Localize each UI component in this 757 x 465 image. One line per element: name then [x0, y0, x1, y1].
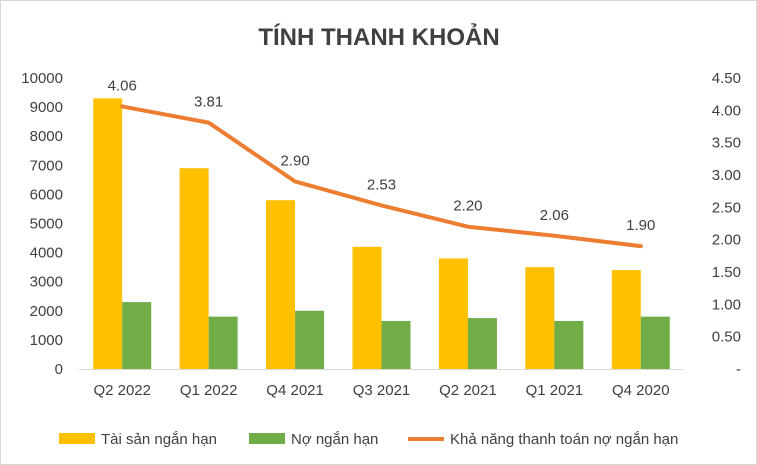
- bar-current-assets-6: [611, 270, 641, 369]
- y-right-tick-label: -: [736, 361, 741, 378]
- y-right-tick-label: 3.00: [712, 167, 741, 184]
- y-left-tick-label: 5000: [30, 216, 63, 233]
- ratio-data-label: 1.90: [626, 217, 655, 234]
- legend-current-liabilities-swatch: [249, 433, 285, 444]
- bar-current-liabilities-0: [122, 302, 152, 369]
- bar-current-assets-4: [438, 258, 468, 369]
- ratio-data-label: 2.90: [280, 152, 309, 169]
- y-right-tick-label: 4.50: [712, 70, 741, 87]
- bar-current-assets-2: [266, 200, 296, 369]
- y-left-tick-label: 6000: [30, 186, 63, 203]
- bar-current-assets-3: [352, 246, 382, 369]
- bars-layer: [93, 98, 670, 370]
- x-tick-label: Q1 2021: [526, 382, 584, 399]
- y-left-tick-label: 9000: [30, 99, 63, 116]
- y-left-tick-label: 3000: [30, 274, 63, 291]
- y-left-tick-label: 1000: [30, 332, 63, 349]
- y-left-tick-label: 4000: [30, 245, 63, 262]
- y-right-tick-label: 2.00: [712, 232, 741, 249]
- legend-current-liabilities-label: Nợ ngắn hạn: [291, 431, 378, 448]
- y-right-tick-label: 3.50: [712, 135, 741, 152]
- legend-current-assets-label: Tài sản ngắn hạn: [101, 431, 217, 448]
- line-layer: 4.06 3.81 2.90 2.53 2.20 2.06 1.90: [108, 77, 655, 249]
- x-tick-label: Q4 2020: [612, 382, 670, 399]
- y-left-tick-label: 0: [55, 361, 63, 378]
- x-tick-label: Q2 2022: [93, 382, 151, 399]
- bar-current-liabilities-6: [640, 316, 670, 369]
- bar-current-liabilities-1: [208, 316, 238, 369]
- ratio-data-label: 4.06: [108, 77, 137, 94]
- y-right-tick-label: 4.00: [712, 102, 741, 119]
- axes-layer: Q2 2022 Q1 2022 Q4 2021 Q3 2021 Q2 2021 Q1 20…: [21, 70, 741, 399]
- bar-current-assets-1: [179, 168, 209, 369]
- ratio-data-label: 2.20: [453, 198, 482, 215]
- chart-title: TÍNH THANH KHOẢN: [258, 22, 499, 51]
- ratio-data-label: 3.81: [194, 94, 223, 111]
- y-right-tick-label: 1.00: [712, 296, 741, 313]
- y-right-tick-label: 1.50: [712, 264, 741, 281]
- bar-current-liabilities-4: [467, 318, 497, 369]
- bar-current-assets-0: [93, 98, 123, 370]
- legend-current-assets-swatch: [59, 433, 95, 444]
- bar-current-liabilities-2: [295, 310, 325, 369]
- legend-liquidity-ratio-label: Khả năng thanh toán nợ ngắn hạn: [450, 431, 678, 448]
- y-left-tick-label: 7000: [30, 157, 63, 174]
- bar-current-liabilities-3: [381, 320, 411, 369]
- y-left-tick-label: 2000: [30, 303, 63, 320]
- y-left-tick-label: 8000: [30, 128, 63, 145]
- x-tick-label: Q1 2022: [180, 382, 238, 399]
- y-right-tick-label: 2.50: [712, 199, 741, 216]
- ratio-data-label: 2.06: [540, 207, 569, 224]
- bar-current-liabilities-5: [554, 320, 584, 369]
- y-right-tick-label: 0.50: [712, 329, 741, 346]
- x-tick-label: Q4 2021: [266, 382, 324, 399]
- ratio-data-label: 2.53: [367, 176, 396, 193]
- bar-current-assets-5: [525, 267, 555, 369]
- legend: Tài sản ngắn hạn Nợ ngắn hạn Khả năng than…: [59, 431, 678, 448]
- x-tick-label: Q3 2021: [353, 382, 411, 399]
- x-tick-label: Q2 2021: [439, 382, 497, 399]
- y-left-tick-label: 10000: [21, 70, 63, 87]
